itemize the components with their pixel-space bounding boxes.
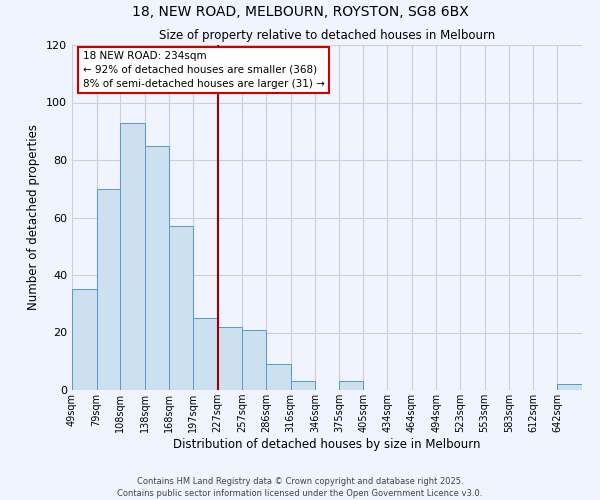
Bar	[266, 364, 290, 390]
Bar	[120, 122, 145, 390]
Bar	[97, 188, 120, 390]
Bar	[145, 146, 169, 390]
Bar	[72, 290, 97, 390]
Title: Size of property relative to detached houses in Melbourn: Size of property relative to detached ho…	[159, 30, 495, 43]
Bar	[218, 327, 242, 390]
Bar	[290, 382, 315, 390]
Text: Contains HM Land Registry data © Crown copyright and database right 2025.
Contai: Contains HM Land Registry data © Crown c…	[118, 476, 482, 498]
X-axis label: Distribution of detached houses by size in Melbourn: Distribution of detached houses by size …	[173, 438, 481, 451]
Text: 18, NEW ROAD, MELBOURN, ROYSTON, SG8 6BX: 18, NEW ROAD, MELBOURN, ROYSTON, SG8 6BX	[131, 5, 469, 19]
Bar	[242, 330, 266, 390]
Y-axis label: Number of detached properties: Number of detached properties	[28, 124, 40, 310]
Text: 18 NEW ROAD: 234sqm
← 92% of detached houses are smaller (368)
8% of semi-detach: 18 NEW ROAD: 234sqm ← 92% of detached ho…	[83, 51, 325, 89]
Bar	[339, 382, 364, 390]
Bar	[169, 226, 193, 390]
Bar	[193, 318, 218, 390]
Bar	[557, 384, 582, 390]
